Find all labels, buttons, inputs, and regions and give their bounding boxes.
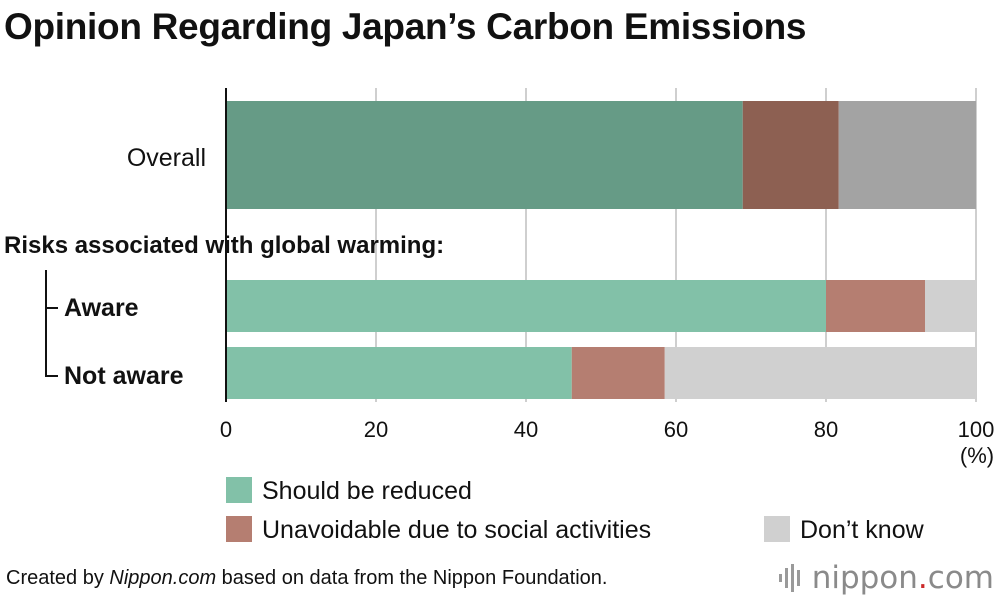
x-tick-label-40: 40 [514, 417, 538, 442]
stacked-bar-chart: 0 20 40 60 80 100 (%) Overall Aware Not aware R… [4, 88, 994, 544]
bar-aware-series-2 [826, 280, 925, 332]
x-tick-labels: 0 20 40 60 80 100 [220, 417, 994, 442]
x-unit-label: (%) [960, 443, 994, 468]
logo-bars-icon [778, 564, 800, 592]
legend: Should be reduced Unavoidable due to soci… [226, 477, 925, 544]
x-tick-label-80: 80 [814, 417, 838, 442]
credit-suffix: based on data from the Nippon Foundation… [216, 567, 608, 589]
group-bracket [45, 270, 58, 377]
bar-not-aware-series-2 [571, 347, 665, 399]
chart-title: Opinion Regarding Japan’s Carbon Emissio… [4, 6, 807, 47]
legend-label-3: Don’t know [800, 516, 925, 544]
legend-label-2: Unavoidable due to social activities [262, 516, 651, 544]
category-labels: Overall Aware Not aware [64, 144, 206, 390]
logo-text-com: com [927, 560, 994, 596]
x-tick-label-100: 100 [958, 417, 995, 442]
x-tick-label-20: 20 [364, 417, 388, 442]
x-tick-label-0: 0 [220, 417, 232, 442]
legend-swatch-2 [226, 516, 252, 542]
bar-not-aware-series-1 [226, 347, 572, 399]
legend-swatch-1 [226, 477, 252, 503]
bar-overall-series-3 [838, 101, 976, 209]
bar-aware-series-1 [226, 280, 826, 332]
category-label-not-aware: Not aware [64, 362, 184, 390]
credit-prefix: Created by [6, 567, 110, 589]
logo-text-dot: . [917, 560, 928, 596]
bar-overall-series-1 [226, 101, 743, 209]
nippon-logo: nippon. com [778, 560, 994, 596]
x-tick-label-60: 60 [664, 417, 688, 442]
bar-segments [226, 101, 976, 399]
bar-overall-series-2 [742, 101, 839, 209]
bar-aware-series-3 [925, 280, 976, 332]
legend-label-1: Should be reduced [262, 477, 472, 505]
legend-swatch-3 [764, 516, 790, 542]
bar-not-aware-series-3 [664, 347, 976, 399]
credit-source-name: Nippon.com [109, 567, 217, 589]
category-label-overall: Overall [127, 144, 206, 172]
category-label-aware: Aware [64, 294, 139, 322]
source-credit: Created by Nippon.com based on data from… [6, 567, 608, 590]
logo-text-nippon: nippon [811, 560, 918, 596]
group-label: Risks associated with global warming: [4, 232, 444, 259]
